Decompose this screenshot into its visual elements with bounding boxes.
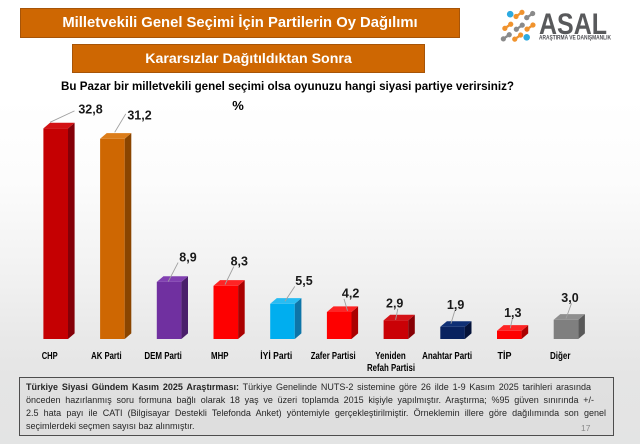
svg-text:TİP: TİP (498, 349, 512, 362)
svg-text:32,8: 32,8 (78, 103, 102, 117)
svg-text:ARAŞTIRMA VE DANIŞMANLIK: ARAŞTIRMA VE DANIŞMANLIK (539, 35, 611, 42)
svg-text:DEM Parti: DEM Parti (144, 351, 182, 362)
svg-text:AK Parti: AK Parti (91, 351, 122, 362)
svg-text:MHP: MHP (211, 351, 229, 362)
svg-text:%: % (232, 98, 244, 113)
svg-text:4,2: 4,2 (342, 286, 359, 300)
svg-text:1,3: 1,3 (504, 306, 521, 320)
svg-text:5,5: 5,5 (295, 274, 312, 288)
svg-text:2,9: 2,9 (386, 297, 403, 311)
svg-text:CHP: CHP (42, 351, 58, 362)
svg-text:1,9: 1,9 (447, 298, 464, 312)
svg-text:Bu Pazar bir milletvekili gene: Bu Pazar bir milletvekili genel seçimi o… (61, 81, 514, 93)
svg-text:3,0: 3,0 (561, 291, 578, 305)
svg-text:Diğer: Diğer (550, 351, 571, 362)
svg-text:8,3: 8,3 (231, 255, 248, 269)
svg-text:8,9: 8,9 (179, 250, 196, 264)
svg-text:İYİ Parti: İYİ Parti (260, 349, 292, 362)
svg-text:31,2: 31,2 (127, 108, 151, 122)
svg-text:Yeniden: Yeniden (375, 351, 406, 362)
svg-text:Anahtar Parti: Anahtar Parti (422, 351, 472, 362)
svg-text:Zafer Partisi: Zafer Partisi (311, 351, 356, 362)
svg-text:ASAL: ASAL (539, 8, 607, 41)
svg-text:Refah Partisi: Refah Partisi (367, 363, 415, 374)
